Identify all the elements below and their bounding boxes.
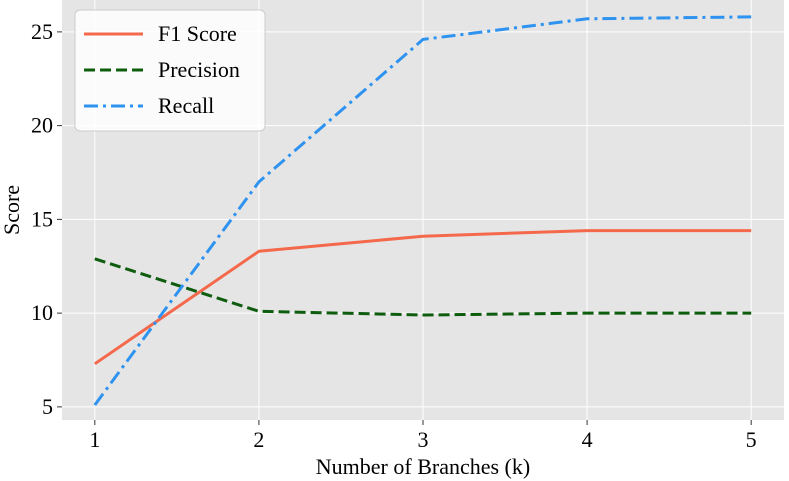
legend-label: F1 Score bbox=[158, 21, 237, 46]
y-tick-label: 25 bbox=[31, 19, 53, 44]
legend: F1 Score Precision Recall bbox=[74, 9, 266, 132]
x-tick-label: 5 bbox=[746, 427, 757, 452]
x-tick-label: 2 bbox=[253, 427, 264, 452]
x-axis-label: Number of Branches (k) bbox=[316, 454, 530, 479]
legend-label: Recall bbox=[158, 93, 214, 118]
series-line-recall bbox=[93, 15, 752, 406]
y-tick-labels: 5 10 15 20 25 bbox=[31, 19, 62, 419]
y-tick-label: 15 bbox=[31, 206, 53, 231]
x-tick-label: 3 bbox=[418, 427, 429, 452]
x-tick-labels: 1 2 3 4 5 bbox=[89, 420, 757, 452]
y-tick-label: 20 bbox=[31, 113, 53, 138]
legend-label: Precision bbox=[158, 57, 240, 82]
legend-box bbox=[74, 9, 266, 132]
series-lines bbox=[93, 15, 752, 406]
y-tick-label: 10 bbox=[31, 300, 53, 325]
series-line-precision bbox=[94, 257, 752, 317]
y-axis-label: Score bbox=[0, 185, 24, 235]
x-tick-label: 1 bbox=[89, 427, 100, 452]
y-tick-label: 5 bbox=[42, 394, 53, 419]
x-tick-label: 4 bbox=[582, 427, 593, 452]
series-line-f1-score bbox=[93, 229, 752, 366]
